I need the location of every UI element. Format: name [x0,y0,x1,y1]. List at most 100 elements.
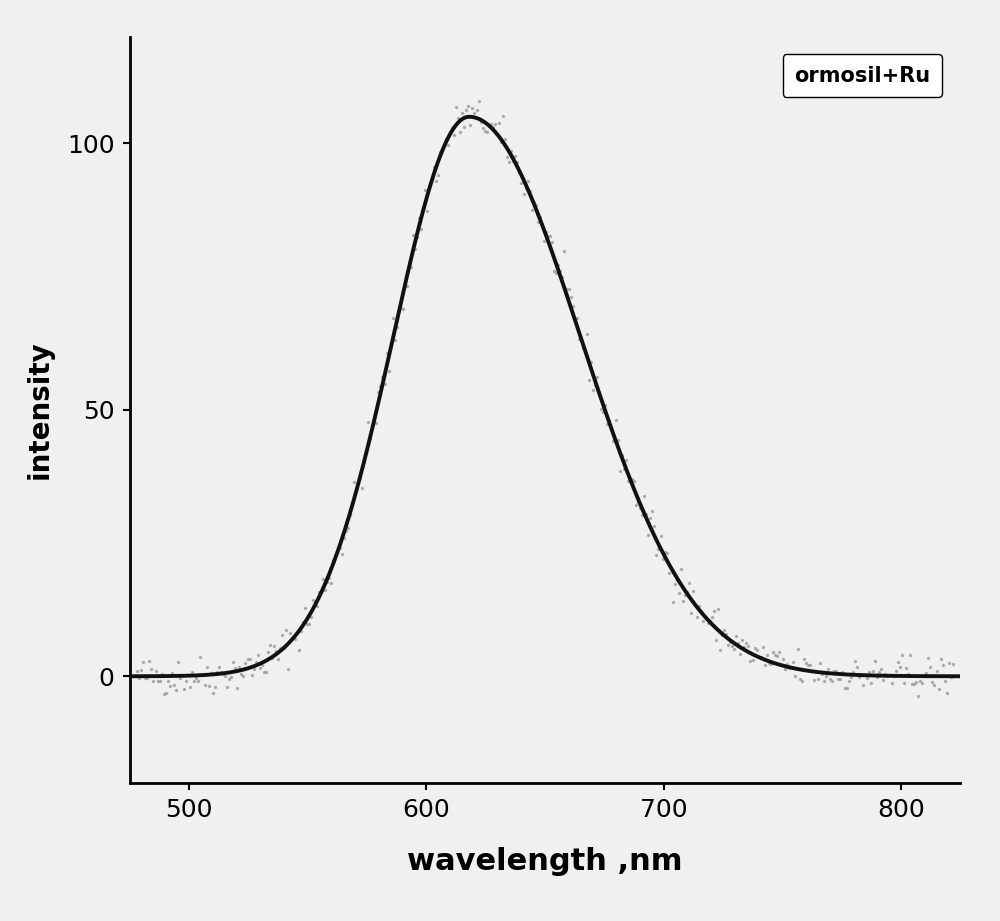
Point [366,413,382,427]
Point [180,667,196,682]
Point [697,609,713,624]
Point [385,311,401,326]
Point [227,660,243,675]
Point [395,301,411,316]
Point [421,179,437,193]
Point [405,227,421,242]
Point [336,530,352,545]
Point [771,645,787,659]
Point [266,638,282,653]
Point [154,667,170,682]
Point [646,519,662,533]
Point [511,164,527,179]
Point [896,676,912,691]
Point [209,665,225,680]
Point [260,645,276,659]
Point [458,102,474,117]
Point [845,664,861,679]
Point [436,137,452,152]
Point [851,670,867,684]
Point [671,586,687,600]
Point [914,676,930,691]
Point [542,228,558,243]
Point [192,650,208,665]
Point [916,668,932,682]
Point [775,652,791,667]
Point [419,204,435,218]
Point [319,575,335,589]
Point [685,584,701,599]
Point [150,673,166,688]
Point [892,659,908,674]
Point [274,627,290,642]
Point [471,93,487,108]
Point [262,638,278,653]
Point [605,434,621,449]
Point [828,664,844,679]
Point [407,242,423,257]
Point [297,601,313,616]
Point [677,588,693,602]
Point [548,266,564,281]
Point [832,671,848,686]
Point [411,210,427,225]
Point [240,651,256,666]
Point [244,668,260,682]
Point [614,448,630,462]
Point [188,670,204,685]
Point [837,681,853,695]
Point [616,461,632,476]
Point [254,658,270,672]
Point [156,687,172,702]
Point [818,669,834,683]
Point [231,660,247,675]
Point [638,507,654,521]
Point [929,664,945,679]
Point [945,657,961,671]
Point [493,134,509,149]
Point [689,610,705,624]
Point [747,641,763,656]
Point [669,573,685,588]
Point [712,643,728,658]
Point [211,659,227,674]
Point [401,255,417,270]
Point [589,369,605,384]
Point [315,572,331,587]
Point [143,661,159,676]
Point [847,653,863,668]
Point [855,678,871,693]
Point [931,682,947,696]
Point [663,561,679,576]
Point [875,672,891,687]
Point [197,678,213,693]
Point [256,665,272,680]
Point [943,670,959,684]
Point [544,235,560,250]
Point [460,99,476,113]
Point [679,585,695,600]
Point [595,404,611,419]
Point [745,652,761,667]
Point [201,679,217,694]
Point [841,674,857,689]
Point [342,508,358,523]
Point [898,660,914,675]
Point [700,616,716,631]
Point [552,263,568,278]
Point [268,644,284,659]
Point [575,341,591,356]
Point [790,642,806,657]
Point [170,655,186,670]
Point [301,616,317,631]
Point [532,210,548,225]
Point [219,680,235,694]
Point [350,475,366,490]
Point [229,681,245,695]
Point [546,264,562,279]
Point [334,546,350,561]
Point [910,689,926,704]
Point [667,577,683,591]
Point [499,149,515,164]
Point [415,200,431,215]
